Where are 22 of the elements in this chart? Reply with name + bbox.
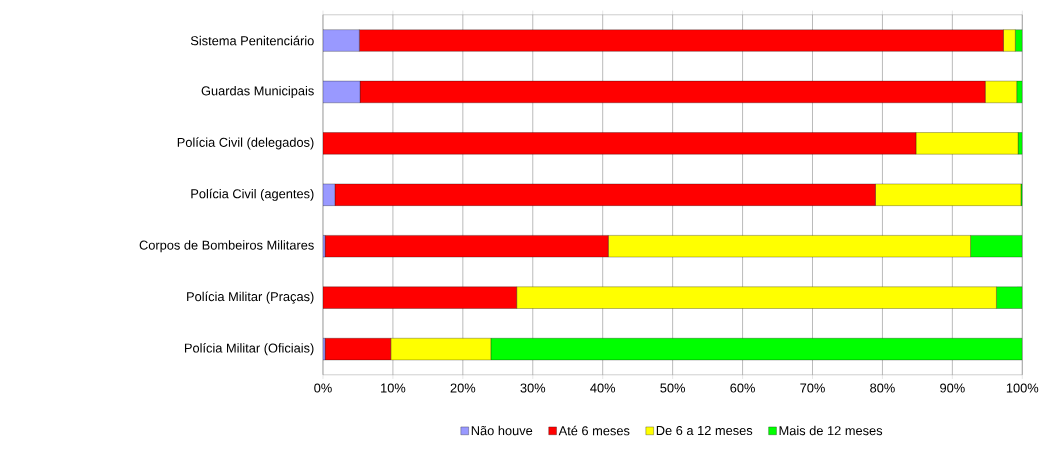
x-tick-label: 20% [450,383,476,393]
x-tick-label: 0% [314,383,332,393]
y-tick-label: Polícia Civil (delegados) [177,137,314,150]
y-tick-label: Guardas Municipais [201,86,314,99]
y-tick-label: Polícia Militar (Praças) [187,291,314,304]
legend-label: De 6 a 12 meses [656,426,753,436]
x-tick-label: 10% [381,383,406,393]
y-tick-label: Sistema Penitenciário [190,35,314,46]
x-tick-label: 30% [520,383,546,393]
x-tick-label: 40% [590,383,616,393]
legend-label: Até 6 meses [558,425,630,436]
x-tick-label: 70% [800,383,825,393]
y-tick-label: Polícia Militar (Oficiais) [184,343,314,356]
legend-label: Não houve [471,425,533,436]
y-tick-label: Polícia Civil (agentes) [191,188,314,202]
x-tick-label: 100% [1006,383,1039,393]
x-tick-label: 60% [730,383,755,393]
legend-label: Mais de 12 meses [779,425,883,436]
y-tick-label: Corpos de Bombeiros Militares [139,240,314,253]
x-tick-label: 50% [660,383,685,393]
x-tick-label: 90% [940,383,965,393]
x-tick-label: 80% [870,383,895,393]
